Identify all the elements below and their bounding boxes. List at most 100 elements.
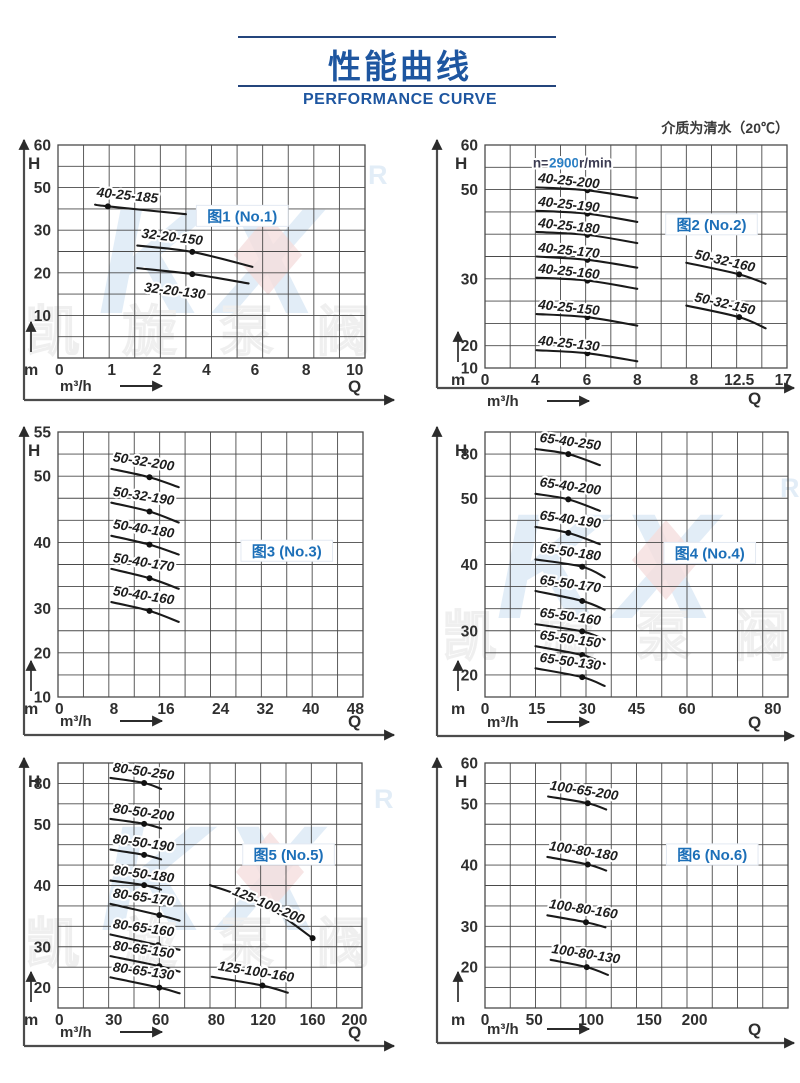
axis-arrows [18,756,396,1052]
series-65-50-170: 65-50-170 [534,570,606,611]
y-tick-labels: 60 50 40 30 20 [461,756,478,977]
watermark-letter-x: X [609,482,724,650]
y-axis-letter: H [455,441,467,460]
plot-border [484,144,788,369]
y-tick: 10 [34,308,51,325]
chart-caption: 图4 (No.4) [675,545,745,562]
x-axis-unit: m³/h [60,378,92,395]
curve-label: 32-20-150 [141,226,204,248]
y-tick: 60 [461,756,478,773]
x-tick: 0 [55,701,64,718]
series-50-40-170: 50-40-170 [110,548,180,590]
x-tick: 48 [347,701,365,718]
y-tick: 50 [34,180,51,197]
x-tick-labels: 0 50 100 150 200 [481,1012,708,1029]
marker-dot [146,607,153,614]
y-tick: 80 [461,447,478,464]
x-tick-labels: 0 1 2 4 6 8 10 [55,362,363,379]
y-tick: 60 [34,138,51,155]
y-axis-unit: m [24,1012,38,1029]
marker-dot [584,350,591,357]
series-50-40-180: 50-40-180 [110,514,180,556]
caption-box [242,843,335,866]
media-note: 介质为清水（20℃） [660,120,789,136]
caption-box [240,539,334,562]
marker-dot [579,674,586,681]
series-65-50-130: 65-50-130 [534,648,606,688]
x-tick: 120 [250,1012,276,1029]
x-tick: 8 [302,362,311,379]
y-tick: 50 [34,817,51,834]
marker-dot [579,597,586,604]
x-tick: 24 [212,701,230,718]
y-tick-labels: 60 50 30 20 10 [34,138,51,325]
caption-box [665,843,759,866]
watermark-letter-x: X [213,794,328,962]
x-tick: 60 [152,1012,169,1029]
x-tick: 50 [526,1012,543,1029]
marker-dot [146,541,153,548]
y-tick: 30 [34,223,51,240]
watermark-emblem: KX R 凯 旋 泵 阀 [25,784,394,975]
series-50-32-200: 50-32-200 [110,447,180,489]
marker-dot [584,187,591,194]
curve-label: 32-20-130 [143,280,206,302]
x-axis-letter: Q [348,377,361,396]
chart-caption: 图5 (No.5) [254,847,324,864]
marker-dot [584,277,591,284]
marker-dot [155,942,162,949]
y-axis-letter: H [455,154,467,173]
x-tick: 40 [302,701,319,718]
series-80-65-170: 80-65-170 [109,883,181,922]
chart-figure-1: 60 50 30 20 10 0 1 2 4 6 8 10 Hm m³/h Q 40-25-185 32-20-… [18,138,396,406]
y-axis-unit: m [24,701,38,718]
x-tick: 8 [633,372,642,389]
y-axis-letter: H [455,772,467,791]
series-50-40-160: 50-40-160 [110,581,180,623]
y-tick: 10 [34,690,51,707]
plot-border [57,144,366,359]
grid [484,431,789,698]
page-subtitle: PERFORMANCE CURVE [303,91,497,108]
watermark-cn-text: 凯 旋 泵 阀 [442,607,800,667]
x-tick: 8 [110,701,119,718]
x-tick: 17 [775,372,792,389]
axis-arrows [431,425,796,742]
marker-dot [309,935,316,942]
marker-dot [189,248,196,255]
header-rule-top [238,36,556,38]
y-tick: 20 [461,338,478,355]
y-tick: 80 [34,776,51,793]
plot-border [484,431,789,698]
watermark-reg-mark: R [374,784,394,814]
y-tick-labels: 80 50 40 30 20 [461,447,478,685]
x-tick-labels: 0 4 6 8 8 12.5 17 [481,372,792,389]
series-65-40-190: 65-40-190 [534,506,604,546]
curve-label: 65-40-190 [539,508,603,531]
marker-dot [156,963,163,970]
marker-dot [141,851,148,858]
marker-dot [146,474,153,481]
y-tick: 60 [461,138,478,155]
x-tick: 200 [341,1012,367,1029]
marker-dot [565,496,572,503]
marker-dot [584,314,591,321]
series-50-32-160: 50-32-160 [685,245,767,285]
y-axis-letter: H [28,441,40,460]
marker-dot [584,231,591,238]
y-axis-unit: m [451,1012,465,1029]
y-tick: 20 [34,645,51,662]
x-tick: 16 [157,701,175,718]
x-tick-labels: 0 8 16 24 32 40 48 [55,701,364,718]
y-tick: 50 [461,491,478,508]
watermark-emblem: KX R 凯 旋 泵 阀 [442,473,800,668]
y-tick-labels: 80 50 40 30 20 [34,776,51,997]
series-40-25-185: 40-25-185 [93,183,187,216]
x-tick-labels: 0 30 60 80 120 160 200 [55,1012,367,1029]
series-32-20-150: 32-20-150 [136,224,254,268]
y-tick: 50 [34,469,51,486]
axis-arrows [431,138,796,394]
series-65-40-200: 65-40-200 [534,472,604,512]
y-tick-labels: 55 50 40 30 20 10 [34,425,52,707]
